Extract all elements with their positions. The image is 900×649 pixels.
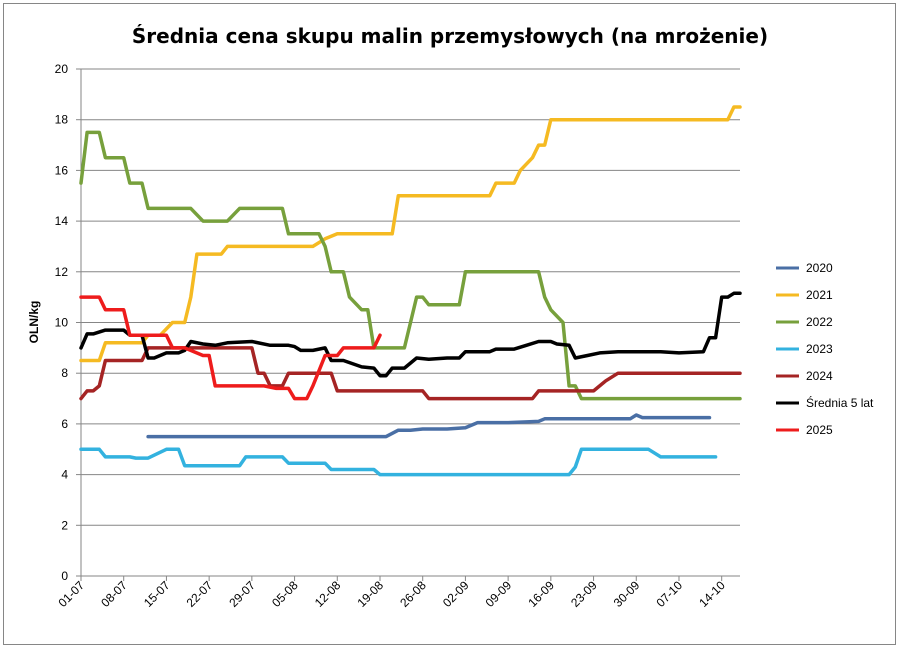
axes (76, 68, 740, 581)
x-tick-label: 12-08 (312, 578, 344, 610)
y-tick-label: 0 (61, 569, 68, 583)
series-line-1 (79, 105, 742, 363)
x-tick-label: 15-07 (141, 578, 173, 610)
x-tick-labels: 01-07 08-07 15-07 22-07 29-07 05-08 12-08 19-08… (56, 578, 729, 610)
series-line-0 (146, 413, 712, 439)
y-tick-label: 16 (55, 163, 69, 177)
x-tick-label: 07-10 (653, 578, 685, 610)
series-line-3 (79, 447, 718, 477)
x-tick-label: 16-09 (525, 578, 557, 610)
x-tick-label: 01-07 (56, 578, 88, 610)
x-tick-label: 23-09 (568, 578, 600, 610)
x-tick-label: 14-10 (696, 578, 728, 610)
series-line-6 (79, 295, 382, 401)
y-tick-label: 2 (61, 518, 68, 532)
legend-label: Średnia 5 lat (806, 395, 874, 410)
x-tick-label: 02-09 (440, 578, 472, 610)
x-tick-label: 26-08 (397, 578, 429, 610)
legend-label: 2020 (806, 261, 833, 275)
y-tick-label: 4 (61, 468, 68, 482)
x-tick-label: 22-07 (184, 578, 216, 610)
x-tick-label: 08-07 (98, 578, 130, 610)
x-tick-label: 19-08 (355, 578, 387, 610)
y-tick-label: 10 (55, 316, 69, 330)
x-tick-label: 09-09 (483, 578, 515, 610)
x-tick-label: 29-07 (226, 578, 258, 610)
y-axis-label: OLN/kg (27, 301, 41, 344)
y-tick-labels: 0 2 4 6 8 10 12 14 16 18 20 (55, 62, 69, 583)
series-group (79, 105, 742, 477)
legend-label: 2024 (806, 369, 833, 383)
chart-frame (3, 3, 896, 645)
y-tick-label: 6 (61, 417, 68, 431)
y-tick-label: 14 (55, 214, 69, 228)
y-tick-label: 20 (55, 62, 69, 76)
x-tick-label: 30-09 (611, 578, 643, 610)
legend: 2020 2021 2022 2023 2024 Średnia 5 lat 2025 (776, 261, 874, 437)
series-line-5 (79, 291, 742, 378)
legend-label: 2023 (806, 342, 833, 356)
y-tick-label: 12 (55, 265, 69, 279)
chart-title: Średnia cena skupu malin przemysłowych (… (132, 24, 768, 48)
legend-label: 2025 (806, 423, 833, 437)
y-tick-label: 18 (55, 113, 69, 127)
x-tick-label: 05-08 (269, 578, 301, 610)
legend-label: 2021 (806, 288, 833, 302)
y-tick-label: 8 (61, 366, 68, 380)
legend-label: 2022 (806, 315, 833, 329)
series-line-2 (79, 130, 742, 401)
